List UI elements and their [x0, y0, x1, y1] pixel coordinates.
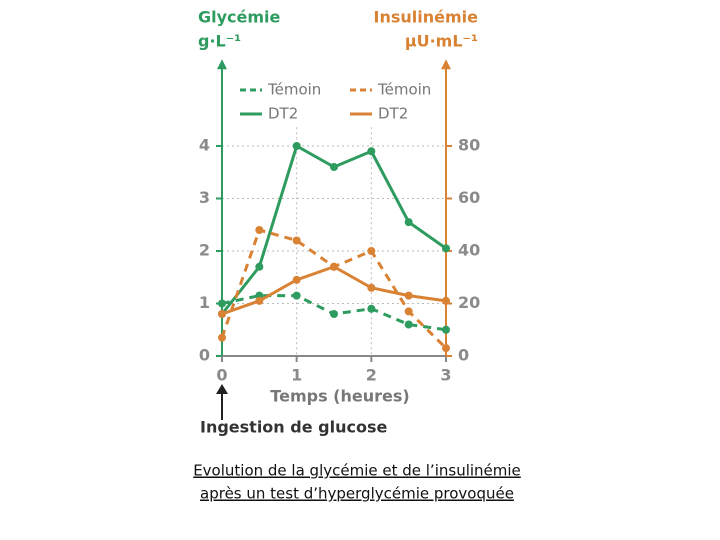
caption: après un test d’hyperglycémie provoquée	[200, 485, 514, 503]
y-tick-label: 4	[199, 136, 210, 155]
point	[404, 218, 413, 227]
series-line	[220, 228, 448, 350]
point	[404, 307, 413, 316]
point	[442, 325, 450, 334]
annotation: Ingestion de glucose	[200, 418, 387, 437]
point	[367, 247, 376, 255]
x-tick-label: 2	[366, 366, 377, 385]
point	[255, 226, 264, 234]
y2-axis-arrow	[441, 59, 451, 70]
point	[367, 283, 376, 292]
y2-tick-label: 40	[458, 241, 480, 260]
point	[218, 310, 226, 318]
legend-label: DT2	[378, 105, 408, 123]
point	[330, 310, 338, 318]
point	[442, 296, 450, 305]
y2-unit: μU·mL⁻¹	[405, 32, 478, 51]
point	[292, 291, 301, 300]
x-tick-label: 0	[216, 366, 227, 385]
point	[292, 236, 301, 245]
y2-label: Insulinémie	[374, 8, 479, 27]
y2-tick-label: 60	[458, 188, 480, 207]
point	[330, 163, 338, 171]
point	[292, 275, 301, 284]
legend-label: Témoin	[377, 81, 431, 99]
y2-tick-label: 80	[458, 136, 480, 155]
point	[218, 299, 226, 308]
y-tick-label: 2	[199, 241, 210, 260]
legend-label: DT2	[268, 105, 298, 123]
point	[404, 291, 413, 300]
point	[367, 304, 376, 313]
y-tick-label: 0	[199, 346, 210, 365]
point	[255, 262, 264, 271]
x-tick-label: 3	[440, 366, 451, 385]
point	[367, 147, 376, 156]
caption: Evolution de la glycémie et de l’insulin…	[193, 462, 521, 480]
y-unit: g·L⁻¹	[198, 32, 241, 51]
y-tick-label: 3	[199, 188, 210, 207]
point	[330, 262, 338, 271]
legend-label: Témoin	[267, 81, 321, 99]
y2-tick-label: 0	[458, 346, 469, 365]
x-label: Temps (heures)	[270, 387, 409, 406]
arrow-head	[216, 384, 228, 394]
point	[292, 142, 301, 150]
x-tick-label: 1	[291, 366, 302, 385]
y-tick-label: 1	[199, 293, 210, 312]
point	[218, 333, 226, 342]
point	[442, 344, 450, 353]
y-axis-arrow	[217, 59, 227, 70]
point	[404, 320, 413, 329]
y-label: Glycémie	[198, 8, 281, 27]
point	[255, 296, 264, 305]
y2-tick-label: 20	[458, 293, 480, 312]
point	[442, 244, 450, 253]
